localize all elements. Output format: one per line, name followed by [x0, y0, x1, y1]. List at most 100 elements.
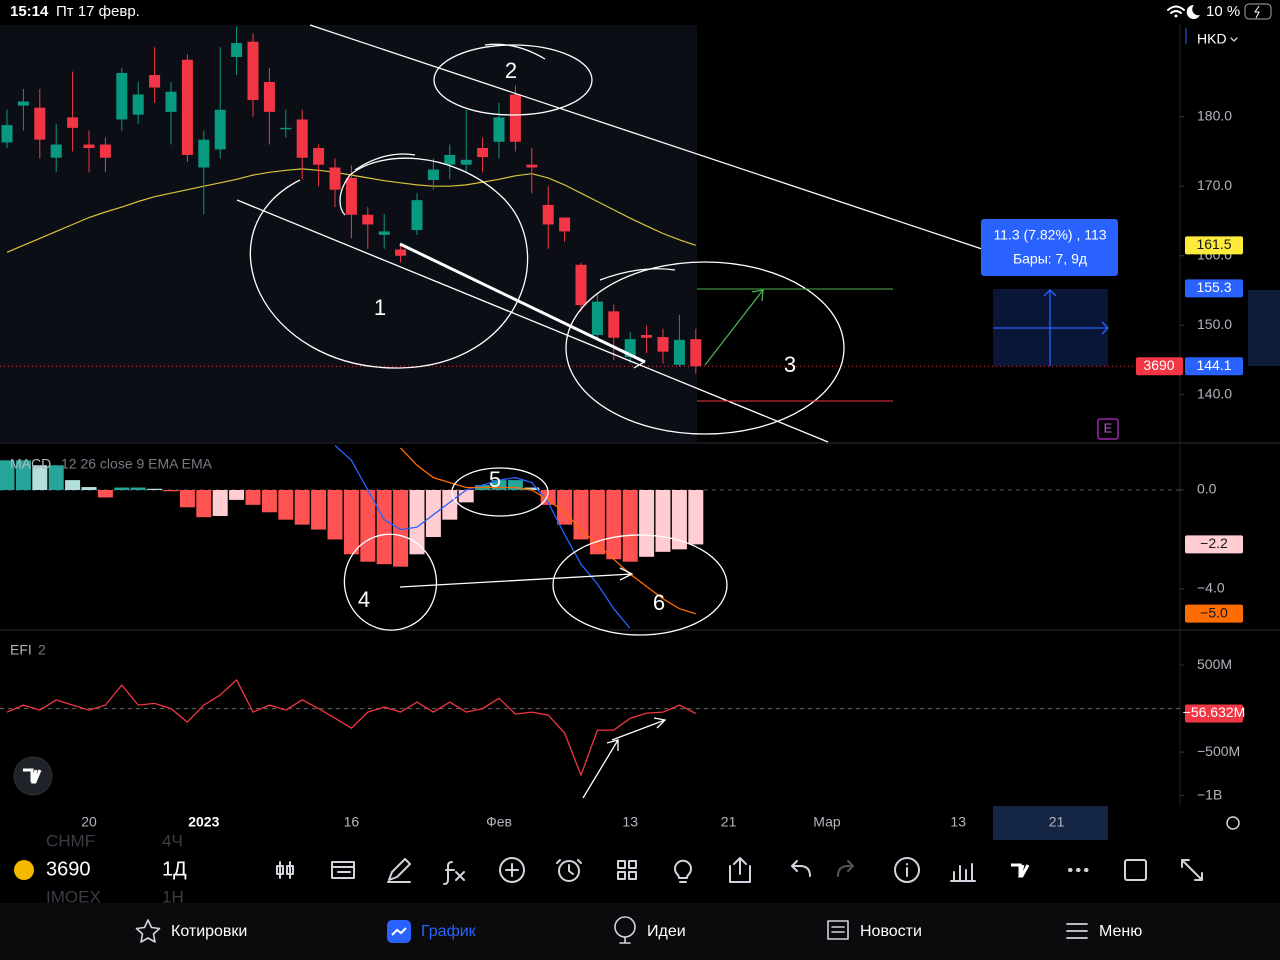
- x-tick-label: 21: [1049, 814, 1065, 830]
- histogram-bar: [606, 490, 622, 560]
- candle-body: [149, 75, 161, 88]
- histogram-bar: [655, 490, 671, 552]
- info-icon[interactable]: [894, 857, 920, 883]
- annotation-number: 6: [653, 590, 665, 615]
- price-label: 161.5: [1196, 236, 1231, 252]
- nav-glyph: [391, 927, 407, 936]
- nav-label[interactable]: Котировки: [171, 923, 247, 940]
- candle-body: [477, 148, 489, 158]
- ellipse: [552, 534, 728, 636]
- candle-body: [198, 139, 210, 168]
- histogram-bar: [15, 460, 31, 491]
- candle-body: [214, 109, 226, 150]
- ghost-symbol: CHMF: [46, 831, 95, 850]
- earnings-icon: [1097, 418, 1119, 440]
- indicator-icon[interactable]: [443, 861, 465, 885]
- drawings: E: [236, 24, 1119, 799]
- y-tick-label: −1B: [1197, 786, 1222, 802]
- candle-body: [99, 144, 111, 158]
- nav-label[interactable]: Идеи: [647, 923, 686, 940]
- histogram-bar: [65, 480, 81, 491]
- candle-body: [50, 144, 62, 158]
- moon-icon: [1186, 4, 1200, 19]
- candle-body: [395, 249, 407, 256]
- candle-body: [329, 167, 341, 190]
- candle-body: [280, 127, 292, 130]
- nav-glyph: [619, 936, 631, 944]
- nav-label[interactable]: Новости: [860, 923, 922, 940]
- histogram-bar: [524, 487, 540, 491]
- fullscreen-icon[interactable]: [1124, 859, 1147, 881]
- pane-title: EFI: [10, 642, 32, 658]
- symbol-box: [1136, 357, 1183, 376]
- annotation-number: 4: [358, 587, 370, 612]
- expand-icon[interactable]: [1181, 859, 1203, 881]
- redo-icon[interactable]: [837, 860, 854, 877]
- measure-cross: [993, 289, 1109, 366]
- symbol[interactable]: 3690: [46, 858, 91, 880]
- x-tick-label: 20: [81, 814, 97, 830]
- histogram-bar: [311, 490, 327, 530]
- histogram-bar: [425, 490, 441, 537]
- settings-icon[interactable]: [1226, 816, 1240, 830]
- y-tick-label: 140.0: [1197, 385, 1232, 401]
- arrow: [582, 717, 667, 799]
- candle-body: [1, 125, 13, 143]
- candle-body: [542, 205, 554, 225]
- ideas-icon[interactable]: [674, 859, 692, 883]
- histogram-bar: [622, 490, 638, 562]
- interval[interactable]: 1Д: [162, 858, 187, 880]
- x-tick-label: Фев: [486, 814, 512, 830]
- stroke: [484, 43, 546, 60]
- annotation-number: 3: [784, 352, 796, 377]
- candle-body: [526, 164, 538, 168]
- trend-line: [399, 242, 646, 364]
- price-pane-bg: [0, 25, 697, 442]
- nav-icon: [827, 920, 849, 940]
- y-tick-label: 150.0: [1197, 316, 1232, 332]
- x-tick-label: 21: [721, 814, 737, 830]
- chart-type-icon[interactable]: [950, 863, 976, 882]
- candle-body: [313, 148, 325, 165]
- candle-body: [460, 159, 472, 165]
- draw-icon[interactable]: [387, 858, 411, 883]
- candle-body: [165, 91, 177, 112]
- histogram-bar: [458, 490, 474, 503]
- price-label-box: [1185, 535, 1243, 554]
- histogram-bar: [376, 490, 392, 565]
- histogram-bar: [491, 480, 507, 491]
- histogram-bar: [179, 490, 195, 508]
- alert-icon[interactable]: [558, 860, 580, 882]
- earnings-letter: E: [1104, 420, 1113, 435]
- battery-icon: [1244, 3, 1272, 20]
- ellipse: [249, 157, 529, 369]
- candle-body: [690, 339, 702, 367]
- tv-icon[interactable]: [1011, 863, 1030, 878]
- histogram-bar: [589, 490, 605, 555]
- histogram-bar: [409, 490, 425, 555]
- candle-body: [34, 107, 46, 140]
- add-icon[interactable]: [499, 857, 525, 883]
- share-icon[interactable]: [729, 857, 751, 883]
- symbol-icon: [14, 860, 34, 880]
- layout-icon[interactable]: [617, 860, 637, 880]
- candle-body: [17, 101, 29, 106]
- currency-chevron: [1230, 37, 1238, 42]
- x-tick-label: 2023: [188, 814, 219, 830]
- candle-body: [132, 94, 144, 115]
- price-label: 144.1: [1196, 357, 1231, 373]
- histogram-bar: [212, 490, 228, 516]
- histogram-bar: [0, 460, 15, 491]
- histogram-bar: [557, 490, 573, 525]
- histogram-bar: [507, 480, 523, 491]
- pane-params: 12 26 close 9 EMA EMA: [61, 456, 213, 472]
- nav-label[interactable]: График: [421, 923, 477, 940]
- histogram-bar: [163, 490, 179, 492]
- candle-body: [67, 117, 79, 128]
- compare-icon[interactable]: [331, 861, 355, 879]
- nav-label[interactable]: Меню: [1099, 923, 1142, 940]
- y-tick-label: 0.0: [1197, 481, 1217, 497]
- candle-icon[interactable]: [276, 861, 294, 879]
- undo-icon[interactable]: [791, 860, 811, 877]
